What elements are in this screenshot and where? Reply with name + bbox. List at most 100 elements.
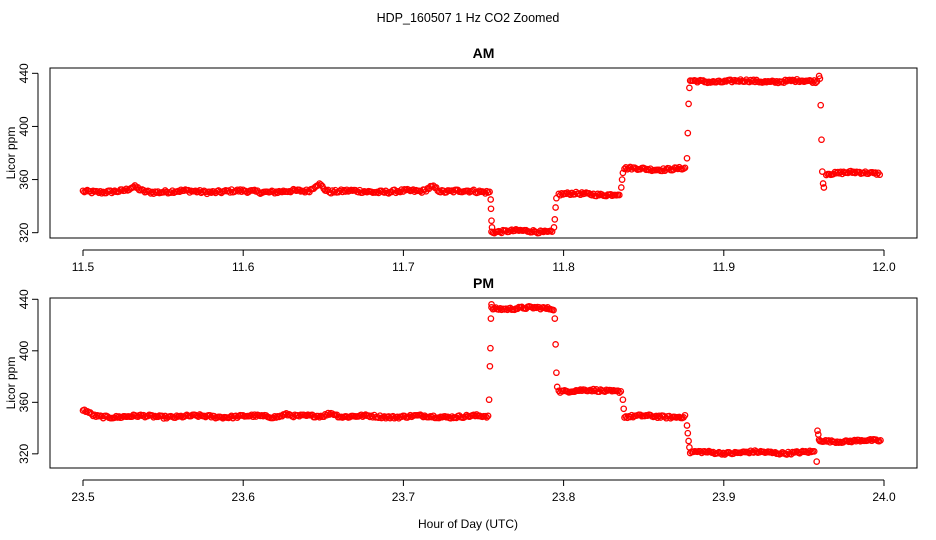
figure-main-title: HDP_160507 1 Hz CO2 Zoomed	[377, 11, 560, 25]
data-point	[615, 389, 623, 396]
panel-title: PM	[473, 275, 494, 291]
x-tick-label: 11.6	[232, 260, 255, 274]
data-point	[485, 396, 493, 404]
data-point	[274, 189, 281, 197]
data-point	[619, 169, 627, 177]
panel-title: AM	[473, 45, 495, 61]
data-point	[685, 100, 692, 108]
x-tick-label: 23.7	[392, 490, 416, 504]
data-point	[481, 412, 489, 420]
data-point	[684, 429, 692, 437]
data-point	[487, 196, 495, 203]
data-point	[150, 413, 157, 421]
x-tick-label: 23.6	[232, 490, 256, 504]
data-point	[683, 154, 691, 162]
y-tick-label: 400	[17, 340, 31, 360]
data-point	[551, 315, 559, 322]
data-point	[487, 205, 495, 213]
data-point	[818, 136, 825, 144]
data-point	[380, 413, 388, 420]
data-point	[385, 413, 393, 420]
y-tick-label: 360	[17, 392, 31, 412]
data-point	[483, 414, 491, 421]
data-point	[121, 187, 129, 194]
x-tick-label: 23.5	[71, 490, 95, 504]
x-tick-label: 11.9	[713, 260, 736, 274]
data-point	[192, 187, 199, 195]
data-point	[486, 188, 493, 196]
data-point	[98, 189, 106, 197]
data-point	[812, 79, 819, 87]
plot-frame	[49, 297, 918, 469]
y-axis-label: Licor ppm	[4, 357, 18, 410]
data-point	[621, 165, 628, 173]
panel-pm: PM 23.5 23.6 23.7 23.8 23.9 24.0 320 360 400 440 Li…	[4, 275, 918, 504]
data-point	[163, 188, 170, 196]
data-point	[591, 387, 599, 395]
data-point	[553, 383, 561, 391]
data-point	[207, 189, 215, 196]
data-point	[819, 180, 827, 187]
data-point	[550, 224, 558, 231]
y-tick-label: 320	[17, 444, 31, 464]
data-point	[488, 224, 496, 231]
data-point	[324, 409, 332, 417]
data-point	[316, 413, 323, 421]
data-point	[617, 388, 625, 395]
x-tick-label: 11.5	[72, 260, 95, 274]
data-point	[817, 101, 825, 109]
data-point	[488, 301, 495, 308]
data-point	[488, 217, 495, 225]
y-tick-label: 320	[17, 222, 31, 242]
panel-am: AM 11.5 11.6 11.7 11.8 11.9 12.0 320 360 400 440 Li…	[4, 45, 918, 274]
data-point	[685, 437, 692, 445]
x-tick-label: 23.9	[712, 490, 736, 504]
data-point	[661, 413, 669, 421]
data-point	[686, 444, 693, 451]
data-point	[620, 405, 628, 413]
data-point	[813, 458, 821, 465]
data-point	[484, 412, 492, 420]
plot-frame	[49, 67, 918, 239]
data-point	[622, 413, 630, 420]
y-tick-label: 440	[17, 63, 31, 83]
data-point	[815, 436, 823, 444]
scatter-points	[79, 72, 884, 237]
data-point	[342, 188, 349, 195]
data-point	[681, 164, 689, 172]
data-point	[810, 448, 818, 455]
scatter-points	[79, 301, 884, 465]
data-point	[552, 204, 559, 211]
data-point	[552, 341, 559, 348]
data-point	[615, 191, 623, 199]
data-point	[154, 413, 162, 421]
x-tick-label: 24.0	[872, 490, 896, 504]
y-axis-label: Licor ppm	[4, 127, 18, 180]
data-point	[487, 344, 494, 352]
data-point	[816, 75, 824, 82]
data-point	[594, 190, 602, 198]
data-point	[684, 129, 692, 137]
data-point	[566, 191, 574, 199]
data-point	[820, 184, 828, 191]
data-point	[487, 315, 495, 322]
data-point	[486, 362, 494, 370]
data-point	[617, 184, 625, 191]
data-point	[818, 168, 826, 175]
data-point	[550, 306, 557, 314]
y-tick-label: 360	[17, 169, 31, 189]
data-point	[130, 183, 137, 191]
x-tick-label: 12.0	[872, 260, 896, 274]
data-point	[553, 194, 560, 202]
y-tick-label: 440	[17, 289, 31, 309]
data-point	[873, 171, 881, 178]
data-point	[553, 369, 560, 377]
data-point	[877, 437, 884, 444]
data-point	[483, 187, 491, 195]
y-tick-label: 400	[17, 116, 31, 136]
data-point	[551, 216, 559, 223]
data-point	[876, 171, 884, 179]
data-point	[686, 84, 693, 92]
x-tick-label: 11.8	[552, 260, 575, 274]
